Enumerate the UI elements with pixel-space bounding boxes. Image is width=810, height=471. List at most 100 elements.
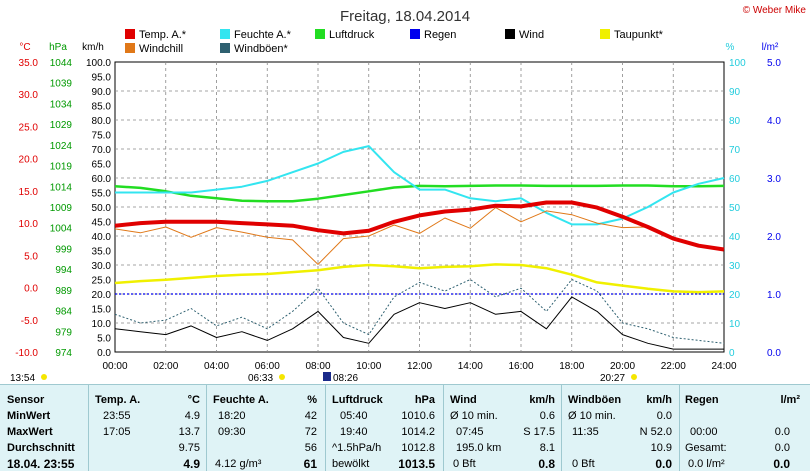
sunrise-dot	[279, 374, 285, 380]
humidity-tick-label: 20	[729, 290, 741, 301]
average-humidity-value: 56	[304, 442, 317, 454]
min-humidity-value: 42	[304, 410, 317, 422]
column-divider	[679, 385, 680, 471]
max-wind-value: S 17.5	[523, 426, 555, 438]
time-tick-label: 14:00	[458, 361, 483, 372]
plot-series	[114, 145, 725, 350]
max-pressure-time: 19:40	[340, 426, 368, 438]
legend-swatch	[315, 29, 325, 39]
wind-tick-label: 80.0	[92, 116, 112, 127]
max-gust-value: N 52.0	[639, 426, 672, 438]
series-line	[114, 263, 725, 294]
temp-tick-label: 35.0	[19, 58, 39, 69]
legend-item: Luftdruck	[315, 29, 375, 41]
stats-header-row: Sensor Temp. A. °C Feuchte A. % Luftdruc…	[0, 392, 810, 408]
moon-time-label: 08:26	[333, 373, 358, 384]
chart-title: Freitag, 18.04.2014	[340, 8, 470, 25]
sensor-header: Sensor	[7, 394, 45, 406]
temp-tick-label: 20.0	[19, 155, 39, 166]
stats-min-row: MinWert 23:55 4.9 18:20 42 05:40 1010.6 …	[0, 408, 810, 424]
humidity-header: Feuchte A.	[213, 394, 269, 406]
min-pressure-value: 1010.6	[401, 410, 435, 422]
legend-label: Feuchte A.*	[234, 29, 292, 41]
column-divider	[88, 385, 89, 471]
current-gust-value: 0.0	[655, 457, 672, 471]
humidity-tick-label: 80	[729, 116, 741, 127]
wind-tick-label: 5.0	[97, 334, 111, 345]
pressure-header: Luftdruck	[332, 394, 383, 406]
moon-icon	[323, 372, 331, 381]
time-tick-label: 04:00	[204, 361, 229, 372]
min-pressure-time: 05:40	[340, 410, 368, 422]
series-line	[114, 279, 725, 344]
weather-chart: Freitag, 18.04.2014 © Weber Mike Temp. A…	[10, 5, 806, 384]
min-gust-value: 0.0	[656, 410, 672, 422]
wind-tick-label: 20.0	[92, 290, 112, 301]
sunset-label: 20:27	[600, 373, 625, 384]
time-tick-label: 02:00	[153, 361, 178, 372]
wind-tick-label: 90.0	[92, 87, 112, 98]
current-rain-amount: 0.0 l/m²	[688, 458, 725, 470]
max-rain-time: 00:00	[690, 426, 718, 438]
rain-total-label: Gesamt:	[685, 442, 727, 454]
humidity-tick-label: 10	[729, 319, 741, 330]
legend-item: Windböen*	[220, 43, 289, 55]
pressure-tick-label: 1044	[50, 58, 73, 69]
legend-item: Temp. A.*	[125, 29, 187, 41]
legend-label: Regen	[424, 29, 456, 41]
time-tick-label: 18:00	[559, 361, 584, 372]
pressure-tick-label: 1029	[50, 120, 73, 131]
rain-header: Regen	[685, 394, 719, 406]
max-rain-value: 0.0	[774, 426, 790, 438]
pressure-tick-label: 1019	[50, 162, 73, 173]
current-rain-value: 0.0	[773, 457, 790, 471]
max-temp-value: 13.7	[178, 426, 200, 438]
wind-header: Wind	[450, 394, 477, 406]
rain-tick-label: 2.0	[767, 232, 781, 243]
temp-tick-label: 10.0	[19, 219, 39, 230]
rain-tick-label: 1.0	[767, 290, 781, 301]
legend-swatch	[125, 29, 135, 39]
legend-item: Wind	[505, 29, 544, 41]
stats-max-row: MaxWert 17:05 13.7 09:30 72 19:40 1014.2…	[0, 424, 810, 440]
sun-times: 13:54 06:33 08:26 20:27	[10, 372, 637, 384]
rain-tick-label: 5.0	[767, 58, 781, 69]
humidity-unit-header: %	[307, 394, 317, 406]
average-wind-value: 8.1	[539, 442, 555, 454]
humidity-tick-label: 70	[729, 145, 741, 156]
time-tick-label: 06:00	[255, 361, 280, 372]
legend-swatch	[220, 29, 230, 39]
current-temp-value: 4.9	[183, 457, 200, 471]
current-humidity-value: 61	[303, 457, 317, 471]
legend-label: Temp. A.*	[139, 29, 187, 41]
time-tick-label: 10:00	[356, 361, 381, 372]
time-tick-label: 12:00	[407, 361, 432, 372]
pressure-tick-label: 1034	[50, 99, 73, 110]
temp-tick-label: -5.0	[21, 316, 39, 327]
wind-tick-label: 65.0	[92, 160, 112, 171]
average-label: Durchschnitt	[7, 442, 75, 454]
rain-tick-label: 3.0	[767, 174, 781, 185]
humidity-tick-label: 50	[729, 203, 741, 214]
pressure-tick-label: 994	[55, 265, 72, 276]
pressure-tick-label: 1004	[50, 224, 73, 235]
wind-tick-label: 70.0	[92, 145, 112, 156]
temp-tick-label: -10.0	[15, 348, 38, 359]
legend-label: Luftdruck	[329, 29, 375, 41]
series-line	[114, 200, 725, 252]
wind-distance: 195.0 km	[456, 442, 502, 454]
legend-label: Windchill	[139, 43, 183, 55]
sunset-dot	[631, 374, 637, 380]
pressure-axis-unit: hPa	[49, 42, 67, 53]
wind-tick-label: 75.0	[92, 131, 112, 142]
pressure-unit-header: hPa	[414, 394, 435, 406]
pressure-tick-label: 1009	[50, 203, 73, 214]
rain-unit-header: l/m²	[780, 394, 800, 406]
column-divider	[206, 385, 207, 471]
current-wind-value: 0.8	[538, 457, 555, 471]
time-tick-label: 08:00	[305, 361, 330, 372]
wind-tick-label: 15.0	[92, 305, 112, 316]
pressure-tick-label: 1039	[50, 79, 73, 90]
humidity-tick-label: 90	[729, 87, 741, 98]
